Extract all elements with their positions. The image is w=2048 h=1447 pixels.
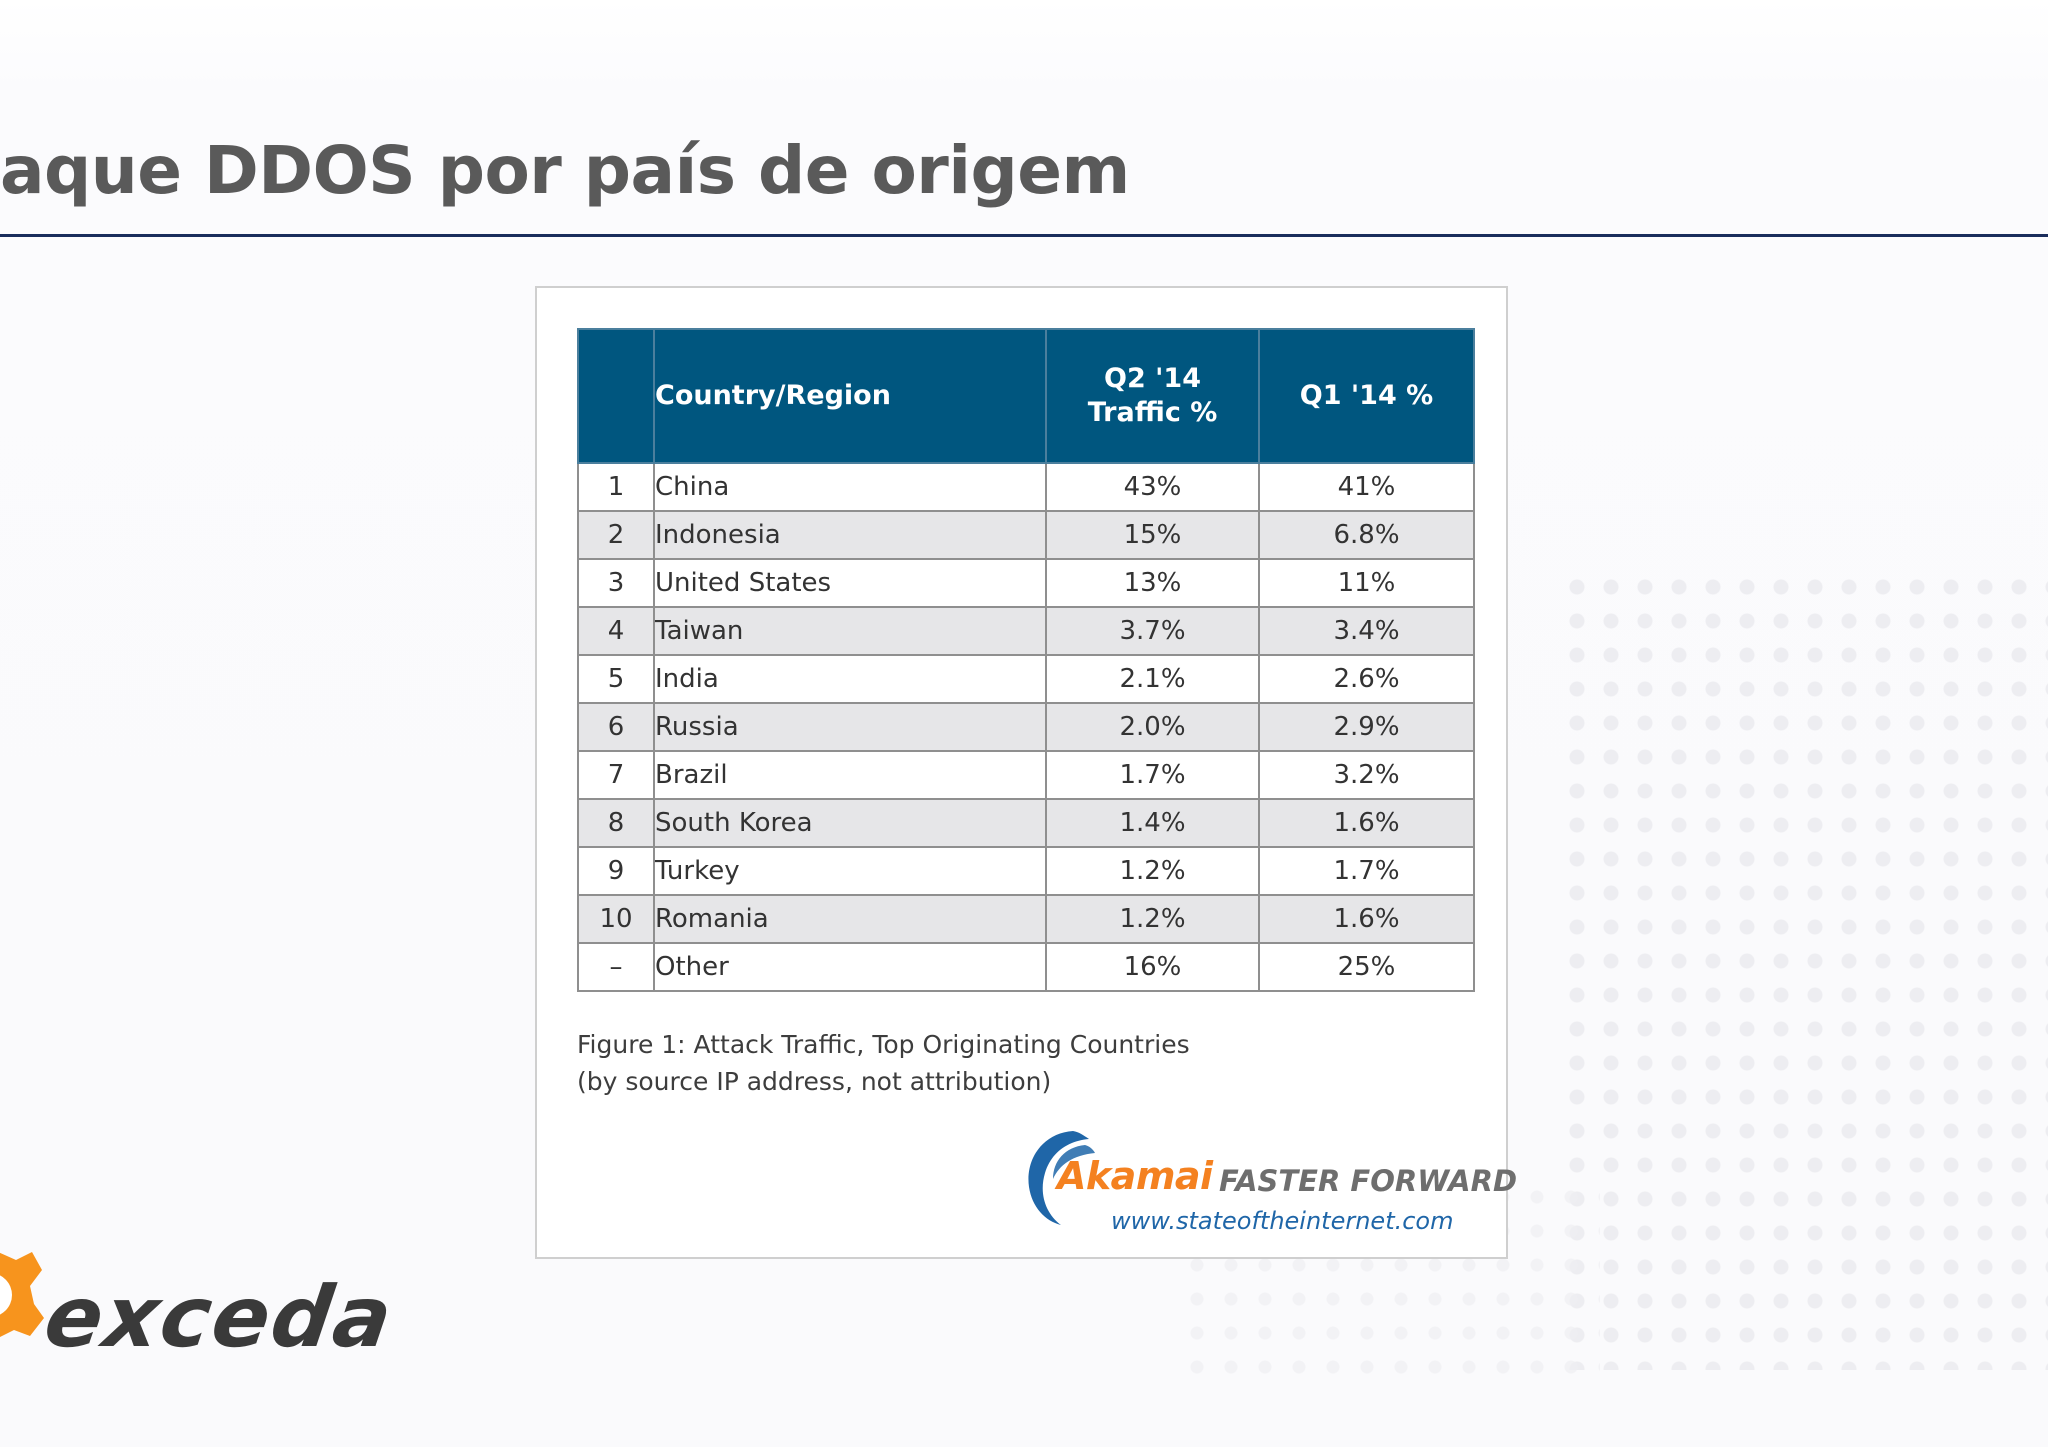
rank-cell: 6 — [577, 702, 655, 752]
q1-value-cell: 1.7% — [1258, 846, 1475, 896]
caption-line-1: Figure 1: Attack Traffic, Top Originatin… — [577, 1030, 1190, 1059]
akamai-logo-text: Akamai — [1057, 1154, 1213, 1198]
q2-value-cell: 1.4% — [1045, 798, 1260, 848]
q1-value-cell: 2.9% — [1258, 702, 1475, 752]
q2-header-line2: Traffic % — [1087, 397, 1218, 428]
dot-pattern-decoration — [1560, 570, 2048, 1370]
q1-value-cell: 6.8% — [1258, 510, 1475, 560]
table-row: – Other 16% 25% — [577, 942, 1475, 992]
rank-header-cell — [577, 328, 655, 464]
q1-value-cell: 1.6% — [1258, 798, 1475, 848]
country-cell: Turkey — [653, 846, 1047, 896]
q2-value-cell: 2.1% — [1045, 654, 1260, 704]
table-row: 6 Russia 2.0% 2.9% — [577, 702, 1475, 752]
rank-cell: 4 — [577, 606, 655, 656]
country-header-cell: Country/Region — [653, 328, 1047, 464]
figure-caption: Figure 1: Attack Traffic, Top Originatin… — [577, 1026, 1377, 1100]
table-row: 4 Taiwan 3.7% 3.4% — [577, 606, 1475, 656]
gear-icon — [0, 1252, 44, 1337]
q1-value-cell: 3.4% — [1258, 606, 1475, 656]
country-cell: Romania — [653, 894, 1047, 944]
table-header-row: Country/Region Q2 '14 Traffic % Q1 '14 % — [577, 328, 1475, 464]
q2-value-cell: 15% — [1045, 510, 1260, 560]
table-row: 3 United States 13% 11% — [577, 558, 1475, 608]
q2-value-cell: 2.0% — [1045, 702, 1260, 752]
slide-title: aque DDOS por país de origem — [0, 132, 1130, 209]
q1-traffic-header-cell: Q1 '14 % — [1258, 328, 1475, 464]
q2-value-cell: 13% — [1045, 558, 1260, 608]
rank-cell: 3 — [577, 558, 655, 608]
country-cell: Indonesia — [653, 510, 1047, 560]
q2-value-cell: 3.7% — [1045, 606, 1260, 656]
q2-header-line1: Q2 '14 — [1104, 363, 1201, 394]
q1-value-cell: 2.6% — [1258, 654, 1475, 704]
country-cell: China — [653, 462, 1047, 512]
q2-value-cell: 1.7% — [1045, 750, 1260, 800]
rank-cell: 8 — [577, 798, 655, 848]
q1-value-cell: 41% — [1258, 462, 1475, 512]
country-cell: Other — [653, 942, 1047, 992]
title-divider — [0, 234, 2048, 237]
rank-cell: 1 — [577, 462, 655, 512]
q1-value-cell: 1.6% — [1258, 894, 1475, 944]
rank-cell: – — [577, 942, 655, 992]
country-cell: Taiwan — [653, 606, 1047, 656]
table-row: 9 Turkey 1.2% 1.7% — [577, 846, 1475, 896]
rank-cell: 2 — [577, 510, 655, 560]
q1-value-cell: 3.2% — [1258, 750, 1475, 800]
table-row: 7 Brazil 1.7% 3.2% — [577, 750, 1475, 800]
q1-value-cell: 25% — [1258, 942, 1475, 992]
table-row: 2 Indonesia 15% 6.8% — [577, 510, 1475, 560]
q2-value-cell: 1.2% — [1045, 846, 1260, 896]
table-row: 5 India 2.1% 2.6% — [577, 654, 1475, 704]
q2-traffic-header-cell: Q2 '14 Traffic % — [1045, 328, 1260, 464]
figure-panel: Country/Region Q2 '14 Traffic % Q1 '14 %… — [535, 286, 1517, 1259]
table-row: 1 China 43% 41% — [577, 462, 1475, 512]
akamai-swoosh-icon — [1028, 1131, 1095, 1225]
attack-traffic-table: Country/Region Q2 '14 Traffic % Q1 '14 %… — [577, 328, 1475, 992]
q1-value-cell: 11% — [1258, 558, 1475, 608]
country-cell: Russia — [653, 702, 1047, 752]
country-cell: India — [653, 654, 1047, 704]
country-cell: South Korea — [653, 798, 1047, 848]
q2-value-cell: 43% — [1045, 462, 1260, 512]
akamai-tagline: FASTER FORWARD — [1219, 1164, 1518, 1198]
q2-value-cell: 1.2% — [1045, 894, 1260, 944]
exceda-logo-text: exceda — [39, 1268, 400, 1366]
table-row: 10 Romania 1.2% 1.6% — [577, 894, 1475, 944]
rank-cell: 10 — [577, 894, 655, 944]
rank-cell: 7 — [577, 750, 655, 800]
akamai-url-link[interactable]: www.stateoftheinternet.com — [1111, 1207, 1454, 1235]
country-cell: United States — [653, 558, 1047, 608]
rank-cell: 9 — [577, 846, 655, 896]
country-cell: Brazil — [653, 750, 1047, 800]
table-row: 8 South Korea 1.4% 1.6% — [577, 798, 1475, 848]
caption-line-2: (by source IP address, not attribution) — [577, 1067, 1052, 1096]
q2-value-cell: 16% — [1045, 942, 1260, 992]
rank-cell: 5 — [577, 654, 655, 704]
